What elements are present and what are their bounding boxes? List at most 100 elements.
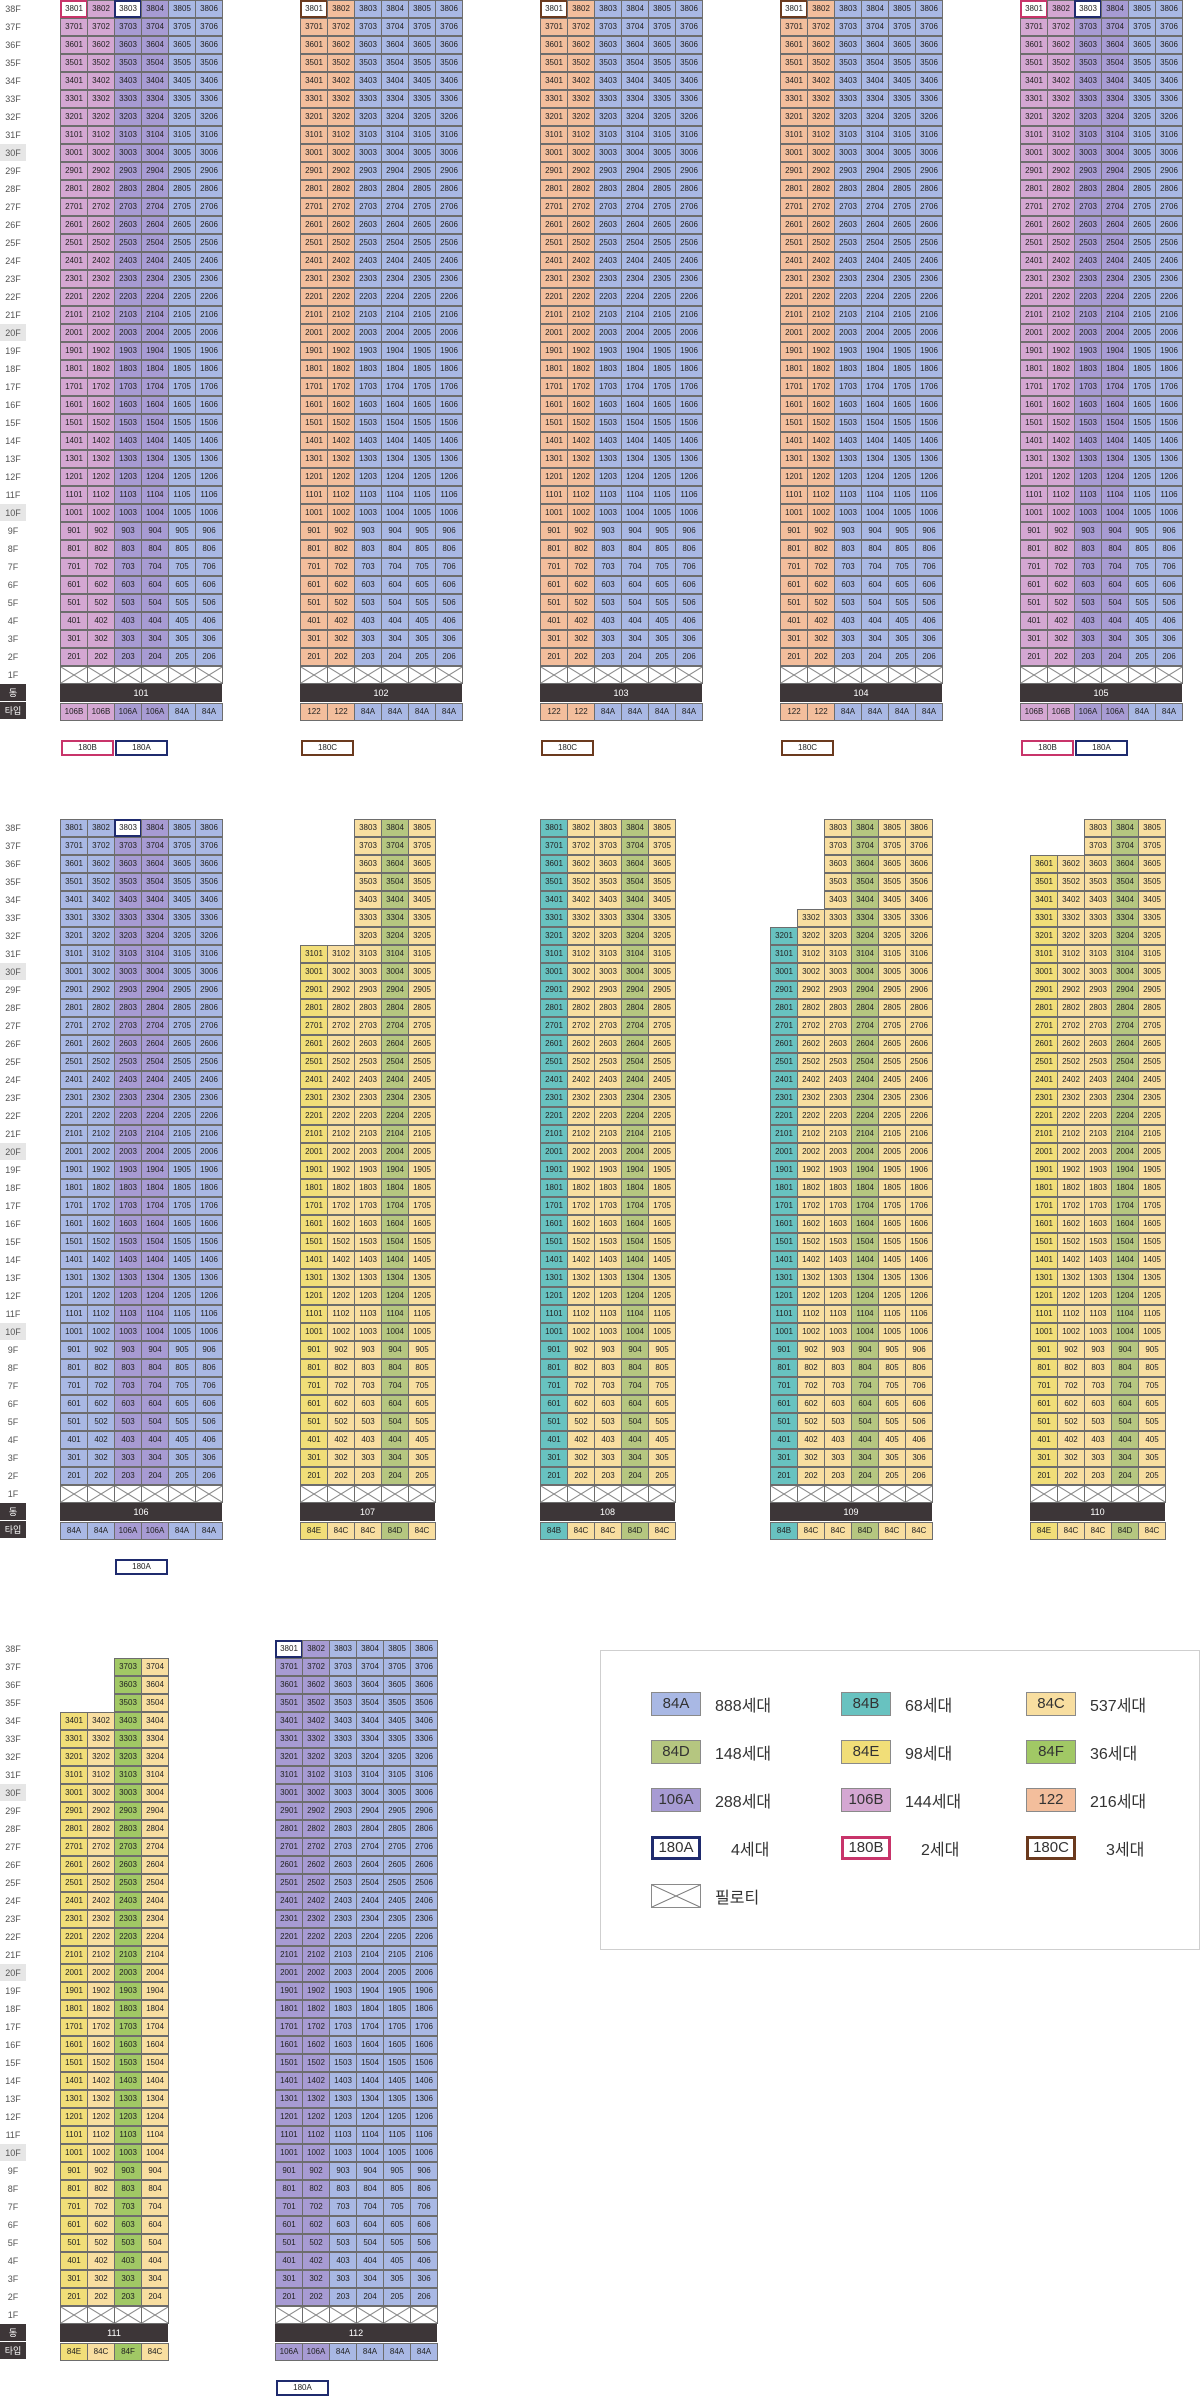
unit-cell[interactable]: 3404 <box>381 891 409 909</box>
unit-cell[interactable]: 3803 <box>834 0 862 18</box>
unit-cell[interactable]: 3501 <box>275 1694 303 1712</box>
unit-cell[interactable]: 2006 <box>195 324 223 342</box>
unit-cell[interactable]: 3806 <box>915 0 943 18</box>
unit-cell[interactable]: 1803 <box>114 1179 142 1197</box>
unit-cell[interactable]: 3006 <box>435 144 463 162</box>
unit-cell[interactable]: 1806 <box>435 360 463 378</box>
unit-cell[interactable]: 1303 <box>834 450 862 468</box>
unit-cell[interactable]: 2006 <box>905 1143 933 1161</box>
unit-cell[interactable]: 1304 <box>141 2090 169 2108</box>
unit-cell[interactable]: 1001 <box>780 504 808 522</box>
unit-cell[interactable]: 2602 <box>567 216 595 234</box>
unit-cell[interactable]: 1704 <box>851 1197 879 1215</box>
unit-cell[interactable]: 2206 <box>195 1107 223 1125</box>
unit-cell[interactable]: 1101 <box>60 2126 88 2144</box>
unit-cell[interactable]: 1005 <box>383 2144 411 2162</box>
unit-cell[interactable]: 1804 <box>621 360 649 378</box>
unit-cell[interactable]: 1904 <box>861 342 889 360</box>
unit-cell[interactable]: 1105 <box>1128 486 1156 504</box>
unit-cell[interactable]: 2101 <box>1020 306 1048 324</box>
unit-cell[interactable]: 1602 <box>567 1215 595 1233</box>
unit-cell[interactable]: 1501 <box>1030 1233 1058 1251</box>
unit-cell[interactable]: 2604 <box>1101 216 1129 234</box>
unit-cell[interactable]: 301 <box>540 630 568 648</box>
unit-cell[interactable]: 3503 <box>594 54 622 72</box>
unit-cell[interactable]: 1705 <box>1138 1197 1166 1215</box>
unit-cell[interactable]: 505 <box>383 2234 411 2252</box>
unit-cell[interactable]: 3101 <box>300 945 328 963</box>
unit-cell[interactable]: 1903 <box>824 1161 852 1179</box>
unit-cell[interactable]: 3301 <box>1030 909 1058 927</box>
unit-cell[interactable]: 2806 <box>915 180 943 198</box>
unit-cell[interactable]: 3003 <box>114 1784 142 1802</box>
unit-cell[interactable]: 704 <box>861 558 889 576</box>
unit-cell[interactable]: 2102 <box>87 1125 115 1143</box>
unit-cell[interactable]: 1302 <box>1047 450 1075 468</box>
unit-cell[interactable]: 3101 <box>540 126 568 144</box>
unit-cell[interactable]: 2901 <box>300 162 328 180</box>
unit-cell[interactable]: 3606 <box>1155 36 1183 54</box>
unit-cell[interactable]: 1501 <box>540 1233 568 1251</box>
unit-cell[interactable]: 2706 <box>1155 198 1183 216</box>
unit-cell[interactable]: 1701 <box>540 378 568 396</box>
unit-cell[interactable]: 1003 <box>114 2144 142 2162</box>
unit-cell[interactable]: 1502 <box>1057 1233 1085 1251</box>
unit-cell[interactable]: 604 <box>861 576 889 594</box>
unit-cell[interactable]: 2804 <box>141 999 169 1017</box>
unit-cell[interactable]: 605 <box>648 576 676 594</box>
unit-cell[interactable]: 3806 <box>195 819 223 837</box>
unit-cell[interactable]: 304 <box>621 1449 649 1467</box>
unit-cell[interactable]: 3804 <box>381 819 409 837</box>
unit-cell[interactable]: 3503 <box>824 873 852 891</box>
unit-cell[interactable]: 3304 <box>141 1730 169 1748</box>
unit-cell[interactable]: 1301 <box>540 1269 568 1287</box>
unit-cell[interactable]: 1002 <box>807 504 835 522</box>
unit-cell[interactable]: 2803 <box>114 999 142 1017</box>
unit-cell[interactable]: 2105 <box>648 1125 676 1143</box>
unit-cell[interactable]: 3102 <box>1047 126 1075 144</box>
unit-cell[interactable]: 1701 <box>60 2018 88 2036</box>
unit-cell[interactable]: 806 <box>675 540 703 558</box>
unit-cell[interactable]: 601 <box>300 576 328 594</box>
unit-cell[interactable]: 404 <box>141 612 169 630</box>
unit-cell[interactable]: 702 <box>87 558 115 576</box>
unit-cell[interactable]: 1801 <box>60 1179 88 1197</box>
unit-cell[interactable]: 1301 <box>1020 450 1048 468</box>
unit-cell[interactable]: 406 <box>675 612 703 630</box>
unit-cell[interactable]: 2705 <box>168 1017 196 1035</box>
unit-cell[interactable]: 3801 <box>780 0 808 18</box>
unit-cell[interactable]: 804 <box>851 1359 879 1377</box>
unit-cell[interactable]: 2204 <box>1111 1107 1139 1125</box>
unit-cell[interactable]: 701 <box>60 558 88 576</box>
unit-cell[interactable]: 803 <box>329 2180 357 2198</box>
unit-cell[interactable]: 2802 <box>87 999 115 1017</box>
unit-cell[interactable]: 904 <box>356 2162 384 2180</box>
unit-cell[interactable]: 904 <box>851 1341 879 1359</box>
unit-cell[interactable]: 1504 <box>356 2054 384 2072</box>
unit-cell[interactable]: 1104 <box>356 2126 384 2144</box>
unit-cell[interactable]: 2704 <box>851 1017 879 1035</box>
unit-cell[interactable]: 3205 <box>408 927 436 945</box>
unit-cell[interactable]: 2003 <box>329 1964 357 1982</box>
unit-cell[interactable]: 3602 <box>87 855 115 873</box>
unit-cell[interactable]: 201 <box>1020 648 1048 666</box>
unit-cell[interactable]: 903 <box>354 522 382 540</box>
unit-cell[interactable]: 202 <box>1057 1467 1085 1485</box>
unit-cell[interactable]: 3803 <box>824 819 852 837</box>
unit-cell[interactable]: 1605 <box>408 1215 436 1233</box>
unit-cell[interactable]: 3006 <box>410 1784 438 1802</box>
unit-cell[interactable]: 606 <box>435 576 463 594</box>
unit-cell[interactable]: 3304 <box>381 909 409 927</box>
unit-cell[interactable]: 305 <box>878 1449 906 1467</box>
unit-cell[interactable]: 202 <box>1047 648 1075 666</box>
unit-cell[interactable]: 902 <box>567 1341 595 1359</box>
unit-cell[interactable]: 1406 <box>905 1251 933 1269</box>
unit-cell[interactable]: 506 <box>915 594 943 612</box>
unit-cell[interactable]: 3605 <box>168 855 196 873</box>
unit-cell[interactable]: 701 <box>770 1377 798 1395</box>
unit-cell[interactable]: 1803 <box>354 360 382 378</box>
unit-cell[interactable]: 2704 <box>1101 198 1129 216</box>
unit-cell[interactable]: 2804 <box>381 999 409 1017</box>
unit-cell[interactable]: 2601 <box>770 1035 798 1053</box>
unit-cell[interactable]: 3501 <box>60 54 88 72</box>
